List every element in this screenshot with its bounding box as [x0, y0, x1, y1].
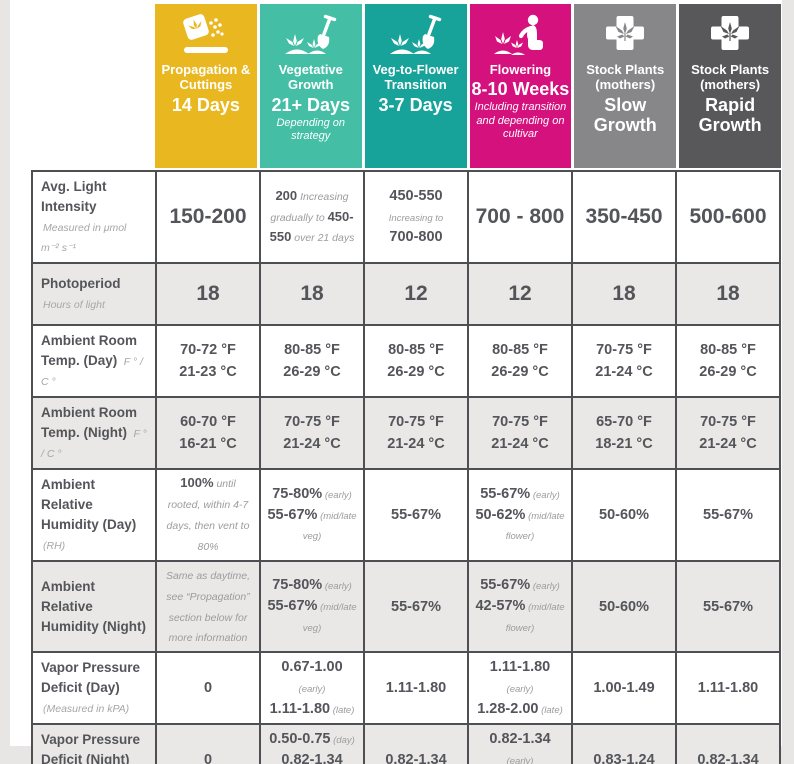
- stage-duration: 3-7 Days: [378, 94, 453, 115]
- value-cell: 0.67-1.00 (early) 1.11-1.80 (late): [259, 651, 365, 726]
- value-cell: 1.00-1.49: [571, 651, 677, 726]
- column-header-vegetative: Vegetative Growth 21+ Days Depending on …: [259, 4, 362, 168]
- value-cell: Same as daytime, see “Propagation” secti…: [155, 559, 261, 654]
- stage-title: Veg-to-Flower Transition: [372, 62, 459, 93]
- value-cell: 75-80% (early) 55-67% (mid/late veg): [259, 559, 365, 654]
- stage-title: Stock Plants (mothers): [691, 62, 770, 93]
- value-cell: 100% until rooted, within 4-7 days, then…: [155, 468, 261, 562]
- value-cell: 1.11-1.80 (early) 1.28-2.00 (late): [467, 651, 573, 726]
- stage-title: Propagation & Cuttings: [161, 62, 251, 93]
- value-cell: 18: [675, 262, 781, 326]
- value-cell: 55-67%: [363, 468, 469, 562]
- value-cell: 70-72 °F 21-23 °C: [155, 324, 261, 398]
- value-cell: 18: [155, 262, 261, 326]
- value-cell: 80-85 °F 26-29 °C: [467, 324, 573, 398]
- value-cell: 70-75 °F 21-24 °C: [259, 396, 365, 470]
- value-cell: 0.50-0.75 (day)0.82-1.34 (night): [259, 723, 365, 764]
- plant-shovel-icon: [365, 9, 467, 59]
- stage-duration: Rapid Growth: [698, 94, 762, 135]
- column-header-stock-rapid: Stock Plants (mothers) Rapid Growth: [679, 4, 781, 168]
- value-cell: 55-67%: [675, 468, 781, 562]
- value-cell: 80-85 °F 26-29 °C: [259, 324, 365, 398]
- stage-duration: 21+ Days: [271, 94, 351, 115]
- row-temp-day: Ambient Room Temp. (Day) F ° / C ° 70-72…: [31, 324, 781, 398]
- row-vpd-night: Vapor Pressure Deficit (Night) (Measured…: [31, 723, 781, 764]
- value-cell: 350-450: [571, 170, 677, 264]
- value-cell: 700 - 800: [467, 170, 573, 264]
- value-cell: 0: [155, 651, 261, 726]
- value-cell: 80-85 °F 26-29 °C: [675, 324, 781, 398]
- cross-leaf-icon: [679, 9, 781, 59]
- value-cell: 450-550 Increasing to 700-800: [363, 170, 469, 264]
- row-label: Ambient Relative Humidity (Day) (RH): [31, 468, 157, 562]
- value-cell: 80-85 °F 26-29 °C: [363, 324, 469, 398]
- value-cell: 150-200: [155, 170, 261, 264]
- value-cell: 75-80% (early) 55-67% (mid/late veg): [259, 468, 365, 562]
- stage-duration: 14 Days: [171, 94, 240, 115]
- row-light-intensity: Avg. Light Intensity Measured in μmol m⁻…: [31, 170, 781, 264]
- value-cell: 55-67% (early) 42-57% (mid/late flower): [467, 559, 573, 654]
- stage-duration: 8-10 Weeks: [471, 79, 570, 100]
- value-cell: 0: [155, 723, 261, 764]
- value-cell: 70-75 °F 21-24 °C: [467, 396, 573, 470]
- column-header-flowering: Flowering 8-10 Weeks Including transitio…: [469, 4, 572, 168]
- row-label: Ambient Room Temp. (Night) F ° / C °: [31, 396, 157, 470]
- plant-shovel-icon: [260, 9, 362, 59]
- stage-header-row: Propagation & Cuttings 14 Days: [155, 4, 781, 168]
- row-label: Avg. Light Intensity Measured in μmol m⁻…: [31, 170, 157, 264]
- row-label: Vapor Pressure Deficit (Day) (Measured i…: [31, 651, 157, 726]
- value-cell: 12: [363, 262, 469, 326]
- seed-packet-icon: [155, 9, 257, 59]
- stage-duration: Slow Growth: [593, 94, 657, 135]
- gardener-icon: [470, 9, 572, 59]
- value-cell: 1.11-1.80: [675, 651, 781, 726]
- value-cell: 55-67% (early) 50-62% (mid/late flower): [467, 468, 573, 562]
- column-header-stock-slow: Stock Plants (mothers) Slow Growth: [574, 4, 677, 168]
- value-cell: 70-75 °F 21-24 °C: [571, 324, 677, 398]
- stage-title: Stock Plants (mothers): [586, 62, 665, 93]
- stage-title: Flowering: [489, 62, 552, 77]
- column-header-transition: Veg-to-Flower Transition 3-7 Days: [364, 4, 467, 168]
- value-cell: 55-67%: [363, 559, 469, 654]
- value-cell: 500-600: [675, 170, 781, 264]
- value-cell: 18: [259, 262, 365, 326]
- value-cell: 70-75 °F 21-24 °C: [363, 396, 469, 470]
- value-cell: 200 Increasing gradually to 450-550 over…: [259, 170, 365, 264]
- row-humidity-night: Ambient Relative Humidity (Night) Same a…: [31, 559, 781, 654]
- value-cell: 65-70 °F 18-21 °C: [571, 396, 677, 470]
- row-temp-night: Ambient Room Temp. (Night) F ° / C ° 60-…: [31, 396, 781, 470]
- column-header-propagation: Propagation & Cuttings 14 Days: [155, 4, 257, 168]
- parameters-table: Avg. Light Intensity Measured in μmol m⁻…: [31, 170, 781, 764]
- row-label: Ambient Room Temp. (Day) F ° / C °: [31, 324, 157, 398]
- row-vpd-day: Vapor Pressure Deficit (Day) (Measured i…: [31, 651, 781, 726]
- value-cell: 0.82-1.34: [675, 723, 781, 764]
- row-label: Ambient Relative Humidity (Night): [31, 559, 157, 654]
- row-photoperiod: Photoperiod Hours of light 18 18 12 12 1…: [31, 262, 781, 326]
- value-cell: 18: [571, 262, 677, 326]
- cross-leaf-icon: [574, 9, 676, 59]
- stage-note: Depending on strategy: [276, 116, 345, 143]
- value-cell: 70-75 °F 21-24 °C: [675, 396, 781, 470]
- row-humidity-day: Ambient Relative Humidity (Day) (RH) 100…: [31, 468, 781, 562]
- value-cell: 50-60%: [571, 559, 677, 654]
- value-cell: 1.11-1.80: [363, 651, 469, 726]
- value-cell: 0.82-1.34 (early)1.07-1.73 (late): [467, 723, 573, 764]
- row-label: Vapor Pressure Deficit (Night) (Measured…: [31, 723, 157, 764]
- value-cell: 55-67%: [675, 559, 781, 654]
- stage-note: Including transition and depending on cu…: [474, 101, 567, 141]
- value-cell: 50-60%: [571, 468, 677, 562]
- row-label: Photoperiod Hours of light: [31, 262, 157, 326]
- value-cell: 60-70 °F 16-21 °C: [155, 396, 261, 470]
- value-cell: 12: [467, 262, 573, 326]
- value-cell: 0.82-1.34: [363, 723, 469, 764]
- value-cell: 0.83-1.24: [571, 723, 677, 764]
- stage-title: Vegetative Growth: [278, 62, 343, 93]
